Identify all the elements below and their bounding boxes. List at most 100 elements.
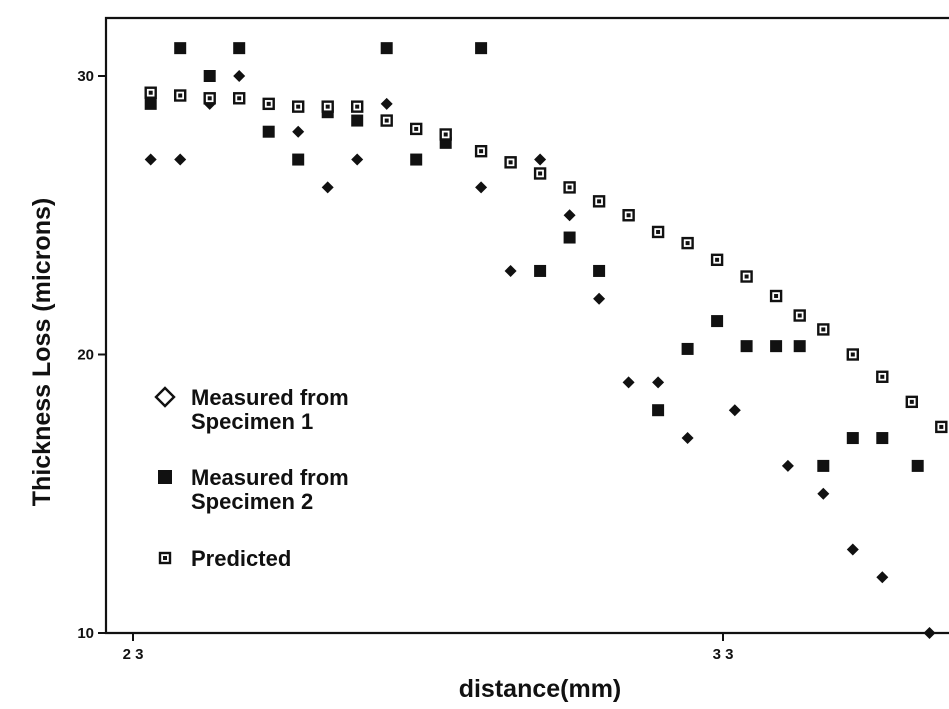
legend-marker: [154, 386, 176, 408]
marker-dot: [685, 241, 690, 246]
point-specimen-1: [174, 153, 187, 166]
legend-label: Measured from: [191, 385, 349, 410]
x-axis-ticks: 2 3 3 3: [123, 633, 734, 663]
data-points: [144, 42, 948, 639]
marker-dot: [626, 213, 631, 218]
point-specimen-1: [817, 487, 830, 500]
series-dotted-square: [144, 86, 948, 434]
point-specimen-2: [681, 342, 694, 355]
point-specimen-1: [923, 627, 936, 639]
point-specimen-2: [174, 42, 187, 55]
point-predicted: [563, 181, 576, 194]
point-predicted: [173, 89, 187, 102]
point-specimen-2: [534, 264, 547, 277]
marker-dot: [163, 556, 167, 560]
point-specimen-1: [534, 153, 547, 166]
point-specimen-2: [876, 432, 889, 445]
point-predicted: [144, 86, 157, 99]
y-tick-label: 10: [77, 625, 94, 642]
point-specimen-2: [233, 42, 246, 55]
point-specimen-2: [770, 340, 783, 353]
marker-dot: [774, 294, 779, 299]
point-predicted: [504, 156, 517, 169]
point-specimen-2: [351, 114, 364, 127]
marker-dot: [148, 90, 153, 95]
legend-label: Predicted: [191, 546, 291, 571]
point-specimen-1: [144, 153, 157, 166]
point-predicted: [817, 323, 830, 336]
point-predicted: [681, 236, 694, 250]
point-predicted: [710, 253, 724, 267]
point-specimen-1: [233, 70, 246, 82]
marker-dot: [443, 132, 448, 137]
point-predicted: [846, 348, 859, 361]
point-specimen-2: [144, 97, 157, 110]
point-predicted: [380, 114, 393, 127]
marker-dot: [384, 118, 389, 123]
marker-dot: [325, 104, 330, 109]
point-specimen-2: [817, 459, 830, 472]
point-predicted: [262, 97, 275, 111]
point-specimen-2: [911, 459, 924, 472]
marker-dot: [508, 160, 513, 165]
point-specimen-2: [563, 231, 576, 244]
marker-dot: [538, 171, 543, 176]
y-tick-label: 30: [77, 68, 94, 85]
marker-dot: [355, 104, 360, 109]
marker-dot: [266, 101, 271, 106]
point-predicted: [232, 92, 246, 105]
point-predicted: [533, 167, 547, 180]
marker-dot: [479, 149, 484, 154]
point-predicted: [321, 100, 334, 113]
marker-dot: [797, 313, 802, 318]
marker-dot: [597, 199, 602, 204]
point-predicted: [351, 100, 364, 113]
point-specimen-1: [380, 97, 393, 110]
marker-dot: [178, 93, 183, 98]
point-predicted: [935, 420, 948, 434]
point-specimen-2: [711, 315, 724, 328]
point-specimen-2: [475, 42, 488, 55]
point-specimen-2: [593, 264, 606, 277]
y-axis-ticks: 10 20 30: [77, 68, 106, 642]
marker-dot: [939, 424, 944, 429]
point-predicted: [740, 270, 753, 283]
series-diamond: [144, 70, 936, 639]
point-predicted: [203, 92, 216, 105]
marker-dot: [715, 257, 720, 262]
marker-dot: [237, 96, 242, 101]
point-specimen-2: [740, 340, 753, 353]
point-predicted: [474, 144, 488, 158]
point-specimen-2: [262, 125, 275, 138]
legend-label: Measured from: [191, 465, 349, 490]
point-specimen-1: [846, 543, 859, 556]
point-specimen-1: [652, 376, 665, 389]
point-specimen-1: [781, 459, 794, 472]
point-specimen-2: [846, 432, 859, 445]
legend-marker: [158, 470, 172, 484]
point-predicted: [439, 128, 452, 141]
point-specimen-1: [351, 153, 364, 166]
point-specimen-2: [203, 70, 216, 82]
x-tick-label: 3 3: [713, 646, 734, 663]
point-specimen-1: [681, 432, 694, 445]
point-specimen-1: [593, 292, 606, 305]
point-predicted: [905, 395, 918, 409]
plot-frame: [104, 16, 949, 635]
legend-label: Specimen 2: [191, 489, 313, 514]
point-specimen-1: [475, 181, 488, 194]
point-specimen-2: [292, 153, 305, 166]
point-specimen-2: [380, 42, 393, 55]
point-predicted: [876, 370, 889, 383]
point-specimen-1: [321, 181, 334, 194]
marker-dot: [909, 399, 914, 404]
marker-dot: [850, 352, 855, 357]
marker-dot: [821, 327, 826, 332]
point-predicted: [410, 122, 423, 136]
marker-dot: [656, 229, 661, 234]
marker-dot: [880, 374, 885, 379]
point-predicted: [793, 309, 806, 322]
